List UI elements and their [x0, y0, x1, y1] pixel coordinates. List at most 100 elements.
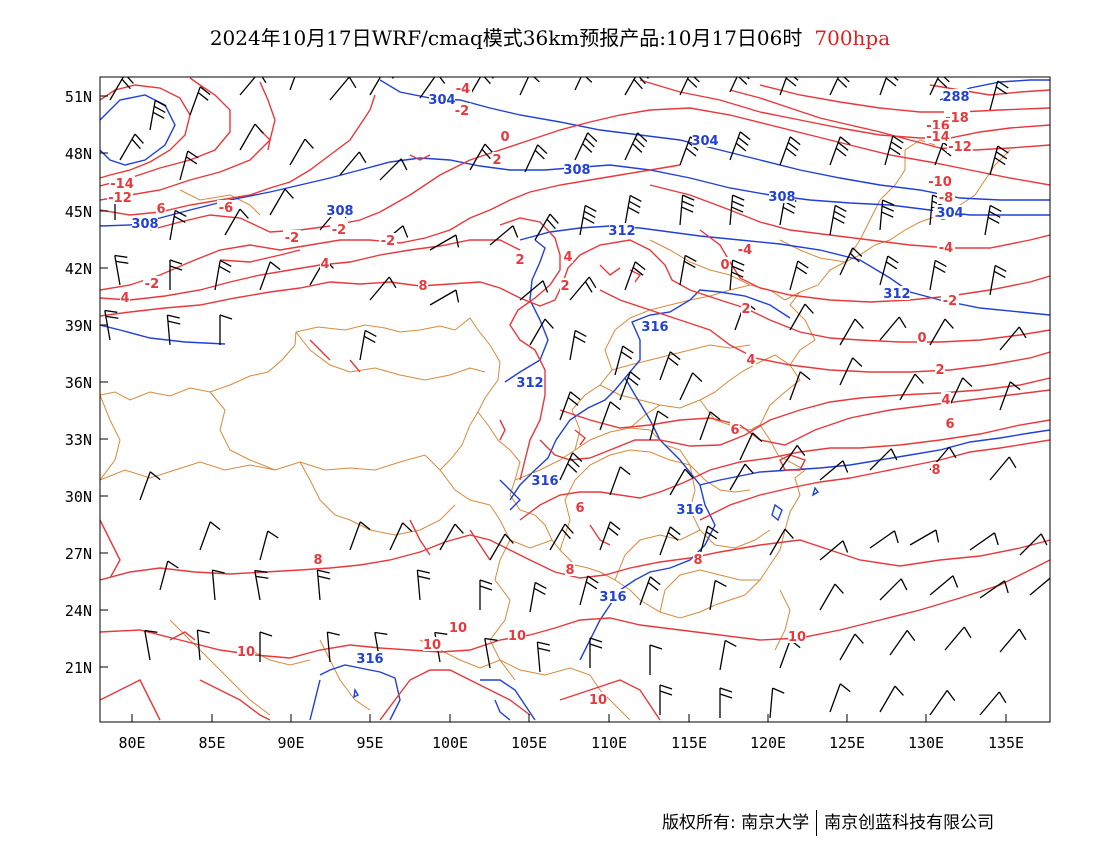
wind-barb-feather [219, 259, 232, 268]
wind-barb-feather [797, 260, 809, 269]
wind-barb-shaft [1019, 533, 1042, 556]
wind-barb-feather [154, 99, 167, 108]
wind-barb-feather [852, 247, 863, 257]
wind-barb-feather [574, 329, 587, 338]
isotherm-label: -18 [945, 111, 969, 126]
wind-barb-shaft [884, 135, 894, 166]
isotherm-label: 6 [156, 202, 165, 217]
isotherm-label-bg [508, 628, 526, 642]
wind-barb-feather [537, 647, 551, 652]
wind-barb-feather [619, 466, 631, 476]
wind-barb-shaft [984, 205, 991, 236]
wind-barb-feather [564, 523, 574, 534]
wind-barb-shaft [189, 86, 201, 116]
wind-barb-feather [255, 575, 269, 579]
wind-barb-feather [833, 210, 846, 218]
wind-barb-shaft [829, 683, 841, 713]
wind-barb-shaft [259, 530, 269, 561]
lon-label: 105E [511, 734, 547, 752]
wind-barb-feather [317, 575, 331, 580]
isotherm-label: -2 [943, 294, 957, 309]
wind-barb-feather [724, 639, 737, 648]
wind-barb-shaft [439, 523, 456, 551]
wind-barb-shaft [649, 410, 659, 441]
wind-barb-feather [987, 216, 1000, 224]
wind-barb-feather [115, 260, 129, 264]
pressure-level: 700hpa [814, 26, 891, 50]
wind-barb-feather [719, 687, 733, 693]
wind-barb-feather [585, 581, 598, 590]
wind-barb-shaft [369, 276, 390, 301]
wind-barb-shaft [469, 77, 482, 96]
wind-barb-feather [946, 690, 956, 701]
wind-barb-shaft [579, 205, 586, 236]
wind-barb-shaft [519, 77, 530, 96]
wind-barb-shaft [879, 316, 900, 341]
wind-barbs [104, 65, 1050, 719]
wind-barb-feather [933, 265, 946, 273]
height-label-bg [564, 162, 590, 176]
wind-barb-shaft [574, 132, 589, 161]
isotherm-label-bg [120, 290, 130, 304]
wind-barb-feather [705, 531, 718, 540]
wind-barb-feather [632, 266, 644, 276]
isotherm-label-bg [143, 276, 161, 290]
wind-barb-shaft [549, 523, 566, 551]
height-label-bg [943, 89, 969, 103]
wind-barb-feather [121, 78, 131, 90]
wind-barb-feather [843, 68, 852, 77]
lat-label: 33N [65, 431, 92, 449]
wind-barb-feather [173, 215, 186, 223]
wind-barb-feather [374, 631, 388, 635]
wind-barb-shaft [669, 468, 686, 496]
wind-barb-feather [454, 523, 464, 534]
wind-barb-feather [772, 687, 785, 694]
wind-barb-shaft [869, 448, 892, 471]
wind-barb-feather [940, 147, 952, 157]
wind-barb-feather [587, 575, 599, 584]
wind-barb-feather [628, 200, 641, 208]
wind-barb-feather [714, 579, 727, 588]
wind-barb-feather [944, 318, 954, 329]
isotherm-label-bg [313, 552, 323, 566]
wind-barb-shaft [709, 580, 716, 611]
wind-barb-shaft [819, 583, 836, 611]
wind-barb-feather [1018, 326, 1027, 339]
wind-barb-shaft [484, 638, 491, 669]
height-label-bg [532, 473, 558, 487]
wind-barb-feather [997, 80, 1009, 89]
wind-barb-shaft [196, 630, 201, 661]
wind-barb-feather [544, 318, 554, 329]
wind-barb-shaft [619, 371, 631, 401]
wind-barb-feather [804, 303, 814, 314]
wind-barb-shaft [359, 330, 366, 361]
wind-barb-feather [479, 579, 493, 585]
lat-label: 51N [65, 88, 92, 106]
wind-barb-feather [743, 65, 752, 74]
height-label-bg [769, 189, 795, 203]
wind-barb-shaft [869, 530, 895, 549]
isotherm-label-bg [423, 637, 441, 651]
height-label-bg [642, 319, 668, 333]
isotherm-label: 4 [120, 291, 129, 306]
wind-barb-shaft [114, 255, 121, 286]
isotherm-label-bg [575, 500, 585, 514]
isotherm-label-bg [947, 139, 973, 153]
isotherm-label-bg [418, 278, 428, 292]
wind-barb-shaft [899, 373, 916, 401]
wind-barb-feather [584, 204, 597, 213]
isotherm-label: -6 [219, 201, 233, 216]
wind-barb-feather [633, 78, 643, 90]
wind-barb-shaft [199, 521, 211, 551]
wind-barb-feather [842, 540, 849, 553]
wind-barb-feather [885, 261, 898, 270]
wind-barb-feather [657, 410, 669, 419]
isotherm-label-bg [453, 103, 471, 117]
wind-barb-feather [1018, 628, 1027, 641]
wind-barb-feather [789, 136, 801, 146]
wind-barb-feather [684, 468, 694, 479]
isotherm-label-bg [720, 257, 730, 271]
wind-barb-feather [589, 643, 603, 649]
wind-barb-shaft [999, 326, 1020, 351]
